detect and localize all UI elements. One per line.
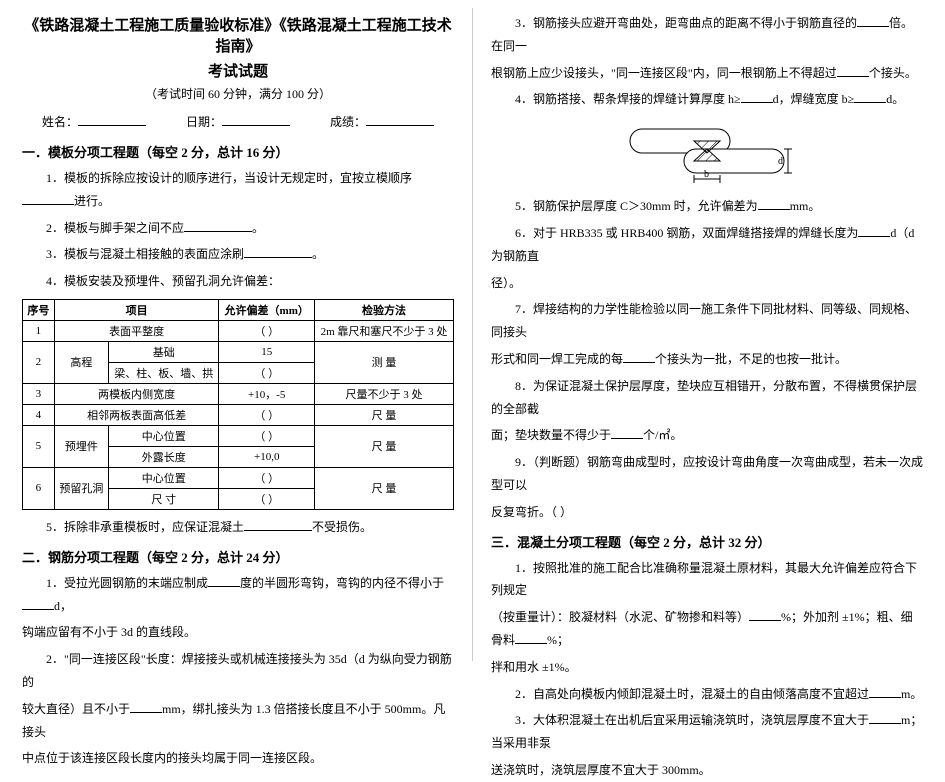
blank[interactable]	[611, 425, 643, 439]
name-label: 姓名：	[42, 112, 146, 130]
blank[interactable]	[130, 699, 162, 713]
q3-3b: 送浇筑时，浇筑层厚度不宜大于 300mm。	[491, 759, 923, 782]
blank[interactable]	[749, 607, 781, 621]
q2-7a: 7．焊接结构的力学性能检验以同一施工条件下同批材料、同等级、同规格、同接头	[491, 298, 923, 344]
q3-2: 2．自高处向模板内倾卸混凝土时，混凝土的自由倾落高度不宜超过m。	[491, 683, 923, 706]
q2-2c: 中点位于该连接区段长度内的接头均属于同一连接区段。	[22, 747, 454, 770]
q2-7b: 形式和同一焊工完成的每个接头为一批，不足的也按一批计。	[491, 348, 923, 371]
q2-5: 5．钢筋保护层厚度 C＞30mm 时，允许偏差为mm。	[491, 195, 923, 218]
q2-9a: 9．（判断题）钢筋弯曲成型时，应按设计弯曲角度一次弯曲成型，若未一次成型可以	[491, 451, 923, 497]
doc-title-2: 考试试题	[22, 60, 454, 81]
score-label: 成绩：	[330, 112, 434, 130]
section-2-heading: 二．钢筋分项工程题（每空 2 分，总计 24 分）	[22, 547, 454, 566]
q2-8a: 8．为保证混凝土保护层厚度，垫块应互相错开，分散布置，不得横贯保护层的全部截	[491, 375, 923, 421]
blank[interactable]	[184, 218, 252, 232]
name-blank[interactable]	[78, 112, 146, 126]
table-row: 6 预留孔洞 中心位置 （ ） 尺 量	[23, 467, 454, 488]
q3-1c: 拌和用水 ±1%。	[491, 656, 923, 679]
blank[interactable]	[857, 13, 889, 27]
blank[interactable]	[22, 596, 54, 610]
q1-1: 1．模板的拆除应按设计的顺序进行，当设计无规定时，宜按立模顺序进行。	[22, 167, 454, 213]
q1-3: 3．模板与混凝土相接触的表面应涂刷。	[22, 243, 454, 266]
tolerance-table: 序号 项目 允许偏差（mm） 检验方法 1 表面平整度 （ ） 2m 靠尺和塞尺…	[22, 299, 454, 510]
score-blank[interactable]	[366, 112, 434, 126]
q2-3b: 根钢筋上应少设接头，"同一连接区段"内，同一根钢筋上不得超过个接头。	[491, 62, 923, 85]
table-row: 2 高程 基础 15 测 量	[23, 341, 454, 362]
weld-svg-icon: d b	[622, 117, 792, 185]
blank[interactable]	[869, 684, 901, 698]
blank[interactable]	[623, 349, 655, 363]
q2-6b: 径）。	[491, 272, 923, 295]
q3-1a: 1．按照批准的施工配合比准确称量混凝土原材料，其最大允许偏差应符合下列规定	[491, 557, 923, 603]
q2-2b: 较大直径）且不小于mm，绑扎接头为 1.3 倍搭接长度且不小于 500mm。凡接…	[22, 698, 454, 744]
blank[interactable]	[208, 573, 240, 587]
q3-1b: （按重量计）：胶凝材料（水泥、矿物掺和料等）%；外加剂 ±1%；粗、细骨料%；	[491, 606, 923, 652]
q2-2a: 2．"同一连接区段"长度：焊接接头或机械连接接头为 35d（d 为纵向受力钢筋的	[22, 648, 454, 694]
table-row: 1 表面平整度 （ ） 2m 靠尺和塞尺不少于 3 处	[23, 320, 454, 341]
blank[interactable]	[858, 223, 890, 237]
blank[interactable]	[515, 630, 547, 644]
blank[interactable]	[741, 89, 773, 103]
table-row: 3 两模板内侧宽度 +10，-5 尺量不少于 3 处	[23, 383, 454, 404]
date-blank[interactable]	[222, 112, 290, 126]
q2-1: 1．受拉光圆钢筋的末端应制成度的半圆形弯钩，弯钩的内径不得小于d，	[22, 572, 454, 618]
doc-title-1: 《铁路混凝土工程施工质量验收标准》《铁路混凝土工程施工技术指南》	[22, 14, 454, 56]
q1-5: 5．拆除非承重模板时，应保证混凝土不受损伤。	[22, 516, 454, 539]
q3-3a: 3．大体积混凝土在出机后宜采用运输浇筑时，浇筑层厚度不宜大于m；当采用非泵	[491, 709, 923, 755]
right-page: 3．钢筋接头应避开弯曲处，距弯曲点的距离不得小于钢筋直径的倍。在同一 根钢筋上应…	[473, 8, 941, 661]
q2-9b: 反复弯折。（ ）	[491, 501, 923, 524]
info-line: 姓名： 日期： 成绩：	[22, 112, 454, 130]
blank[interactable]	[854, 89, 886, 103]
q2-4: 4．钢筋搭接、帮条焊接的焊缝计算厚度 h≥d，焊缝宽度 b≥d。	[491, 88, 923, 111]
q2-3a: 3．钢筋接头应避开弯曲处，距弯曲点的距离不得小于钢筋直径的倍。在同一	[491, 12, 923, 58]
blank[interactable]	[244, 244, 312, 258]
doc-subtitle: （考试时间 60 分钟，满分 100 分）	[22, 85, 454, 102]
blank[interactable]	[758, 196, 790, 210]
blank[interactable]	[244, 517, 312, 531]
q1-4: 4．模板安装及预埋件、预留孔洞允许偏差：	[22, 270, 454, 293]
blank[interactable]	[869, 710, 901, 724]
section-3-heading: 三．混凝土分项工程题（每空 2 分，总计 32 分）	[491, 532, 923, 551]
table-row: 5 预埋件 中心位置 （ ） 尺 量	[23, 425, 454, 446]
q2-1b: 钩端应留有不小于 3d 的直线段。	[22, 621, 454, 644]
date-label: 日期：	[186, 112, 290, 130]
q1-2: 2．模板与脚手架之间不应。	[22, 217, 454, 240]
weld-figure: d b	[491, 117, 923, 185]
section-1-heading: 一．模板分项工程题（每空 2 分，总计 16 分）	[22, 142, 454, 161]
table-row: 序号 项目 允许偏差（mm） 检验方法	[23, 299, 454, 320]
q2-6a: 6．对于 HRB335 或 HRB400 钢筋，双面焊缝搭接焊的焊缝长度为d（d…	[491, 222, 923, 268]
table-row: 4 相邻两板表面高低差 （ ） 尺 量	[23, 404, 454, 425]
svg-text:b: b	[704, 169, 709, 180]
blank[interactable]	[837, 63, 869, 77]
svg-text:d: d	[778, 156, 783, 167]
blank[interactable]	[22, 191, 74, 205]
q2-8b: 面；垫块数量不得少于个/㎡。	[491, 424, 923, 447]
left-page: 《铁路混凝土工程施工质量验收标准》《铁路混凝土工程施工技术指南》 考试试题 （考…	[4, 8, 472, 661]
